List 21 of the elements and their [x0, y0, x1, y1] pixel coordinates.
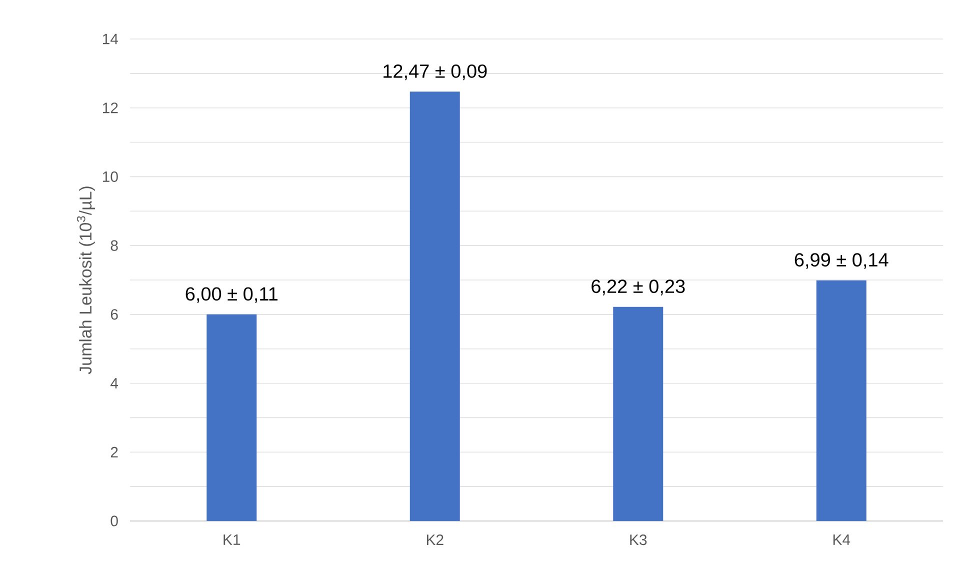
x-tick-label: K4: [833, 534, 850, 545]
x-tick-label: K2: [426, 534, 444, 545]
data-label: 12,47 ± 0,09: [384, 64, 487, 80]
data-label: 6,00 ± 0,11: [186, 287, 278, 303]
y-tick-label: 14: [102, 34, 118, 44]
y-axis-title: Jumlah Leukosit (10$^{3}$/µL): [76, 186, 95, 374]
y-tick-label: 4: [110, 378, 118, 388]
bar: [613, 306, 664, 521]
y-tick-label: 2: [110, 446, 118, 458]
y-tick-label: 12: [102, 102, 118, 114]
y-tick-label: 8: [110, 240, 118, 251]
data-label: 6,22 ± 0,23: [592, 280, 685, 296]
x-tick-label: K1: [224, 534, 240, 545]
data-label: 6,99 ± 0,14: [794, 253, 888, 269]
y-tick-label: 0: [110, 516, 118, 526]
bar: [206, 314, 257, 521]
y-tick-label: 6: [110, 309, 118, 320]
y-tick-label: 10: [102, 171, 118, 182]
bar: [816, 280, 866, 521]
bar: [410, 92, 460, 521]
x-tick-label: K3: [630, 534, 647, 546]
